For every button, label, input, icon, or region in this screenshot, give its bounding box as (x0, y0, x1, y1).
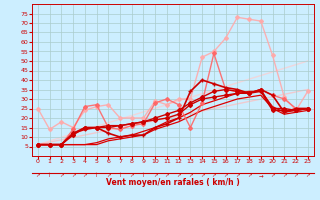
X-axis label: Vent moyen/en rafales ( km/h ): Vent moyen/en rafales ( km/h ) (106, 178, 240, 187)
